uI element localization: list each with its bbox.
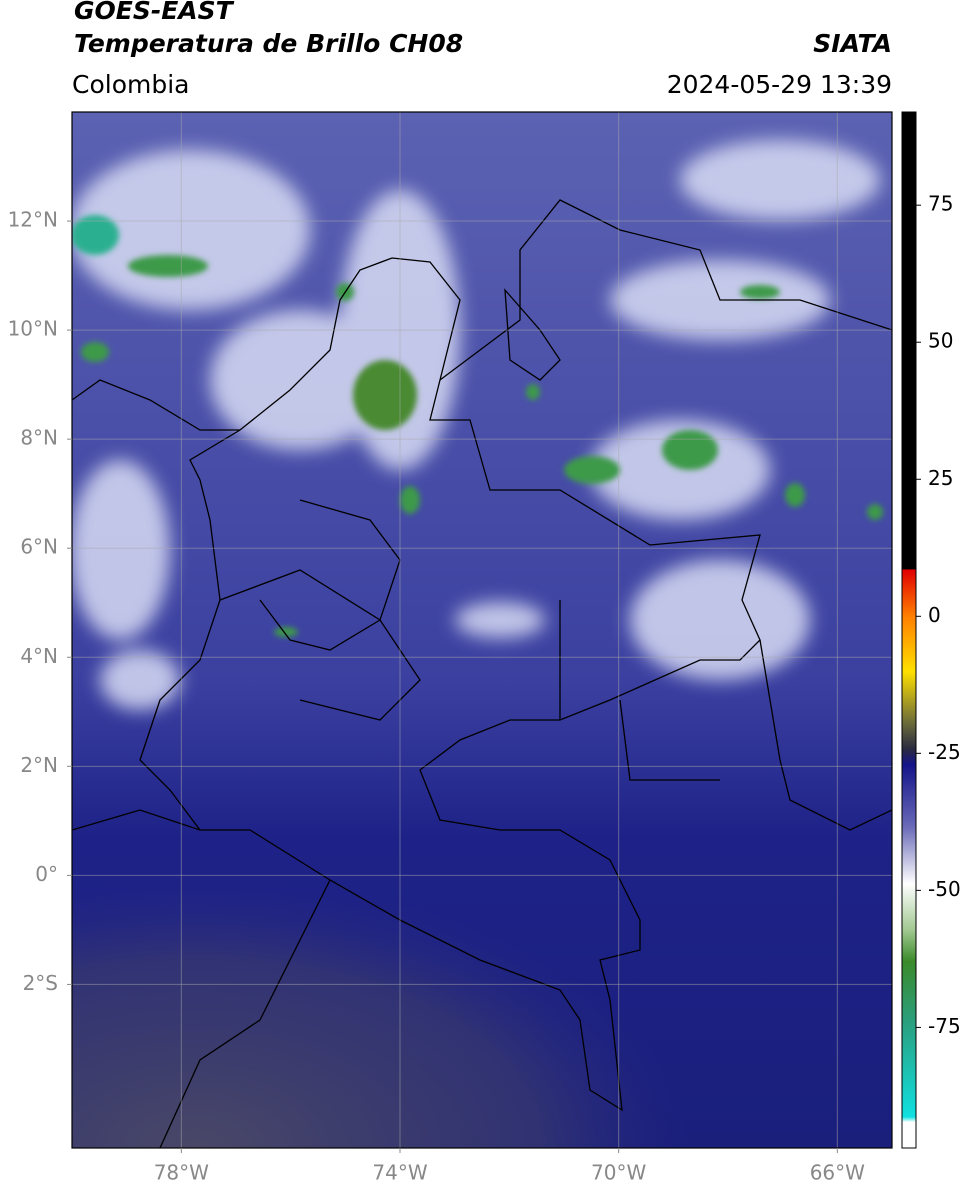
source: SIATA	[813, 29, 892, 58]
y-tick-label: 2°S	[23, 971, 58, 995]
y-tick-label: 6°N	[20, 535, 58, 559]
x-tick-label: 78°W	[154, 1161, 209, 1185]
y-tick-label: 0°	[35, 862, 58, 886]
colorbar-tick-label: -50	[928, 877, 961, 901]
colorbar-tick-label: 0	[928, 603, 941, 627]
x-tick-label: 74°W	[372, 1161, 427, 1185]
title: GOES-EAST	[74, 0, 235, 25]
colorbar	[901, 111, 917, 1149]
map-frame	[71, 111, 893, 1149]
y-tick-label: 12°N	[8, 208, 58, 232]
y-tick-label: 4°N	[20, 644, 58, 668]
y-tick-label: 10°N	[8, 317, 58, 341]
x-tick-label: 70°W	[591, 1161, 646, 1185]
x-tick-label: 66°W	[810, 1161, 865, 1185]
colorbar-tick-label: 50	[928, 329, 953, 353]
y-tick-label: 2°N	[20, 753, 58, 777]
y-tick-label: 8°N	[20, 426, 58, 450]
satellite-image	[72, 112, 892, 1148]
colorbar-tick-label: -25	[928, 740, 961, 764]
colorbar-tick-label: 75	[928, 192, 953, 216]
colorbar-tick-label: 25	[928, 466, 953, 490]
datetime: 2024-05-29 13:39	[667, 70, 892, 99]
region: Colombia	[72, 70, 189, 99]
colorbar-tick-label: -75	[928, 1014, 961, 1038]
borders	[72, 199, 892, 1148]
subtitle: Temperatura de Brillo CH08	[74, 29, 463, 58]
